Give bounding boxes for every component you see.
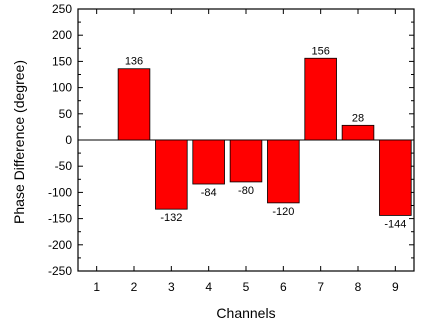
bar-channel-8 [341, 124, 375, 141]
bar-channel-7 [304, 57, 337, 141]
bar-series [117, 57, 412, 216]
x-axis-ticks: 1 2 3 4 5 6 7 8 9 [93, 9, 399, 294]
y-tick-label: 50 [59, 107, 73, 121]
x-tick-label: 3 [168, 280, 175, 294]
x-tick-label: 1 [93, 280, 100, 294]
x-tick-label: 4 [205, 280, 212, 294]
y-tick-label: -50 [55, 159, 73, 173]
y-tick-label: 200 [52, 28, 72, 42]
y-tick-label: -100 [48, 185, 72, 199]
y-axis-ticks: 250 200 150 100 50 0 -50 -100 -150 -200 -250 [48, 2, 414, 278]
x-axis-label: Channels [216, 305, 275, 321]
y-tick-label: -150 [48, 212, 72, 226]
bar-channel-6 [267, 139, 300, 204]
bar-channel-3 [155, 139, 188, 210]
bar-value-label: -144 [384, 218, 406, 230]
y-tick-label: 100 [52, 81, 72, 95]
x-tick-label: 9 [392, 280, 399, 294]
bar-channel-4 [192, 139, 225, 185]
bar-channel-5 [229, 139, 263, 183]
bar-channel-2 [117, 68, 151, 141]
x-tick-label: 5 [243, 280, 250, 294]
y-tick-label: -200 [48, 238, 72, 252]
bar-channel-9 [379, 139, 412, 216]
bar-value-label: 28 [352, 112, 364, 124]
plot-frame [77, 8, 415, 272]
y-tick-label: -250 [48, 264, 72, 278]
x-tick-label: 8 [355, 280, 362, 294]
bar-data-labels: 136 -132 -84 -80 -120 156 28 -144 [125, 45, 407, 230]
x-tick-label: 7 [317, 280, 324, 294]
bar-value-label: -132 [160, 212, 182, 224]
bar-value-label: 136 [125, 56, 143, 68]
bar-value-label: -80 [238, 185, 254, 197]
x-tick-label: 2 [131, 280, 138, 294]
y-axis-label: Phase Difference (degree) [11, 60, 27, 224]
bar-value-label: 156 [311, 45, 329, 57]
y-tick-label: 150 [52, 54, 72, 68]
bar-value-label: -120 [272, 206, 294, 218]
bar-value-label: -84 [201, 187, 217, 199]
y-tick-label: 250 [52, 2, 72, 16]
x-tick-label: 6 [280, 280, 287, 294]
y-tick-label: 0 [65, 133, 72, 147]
